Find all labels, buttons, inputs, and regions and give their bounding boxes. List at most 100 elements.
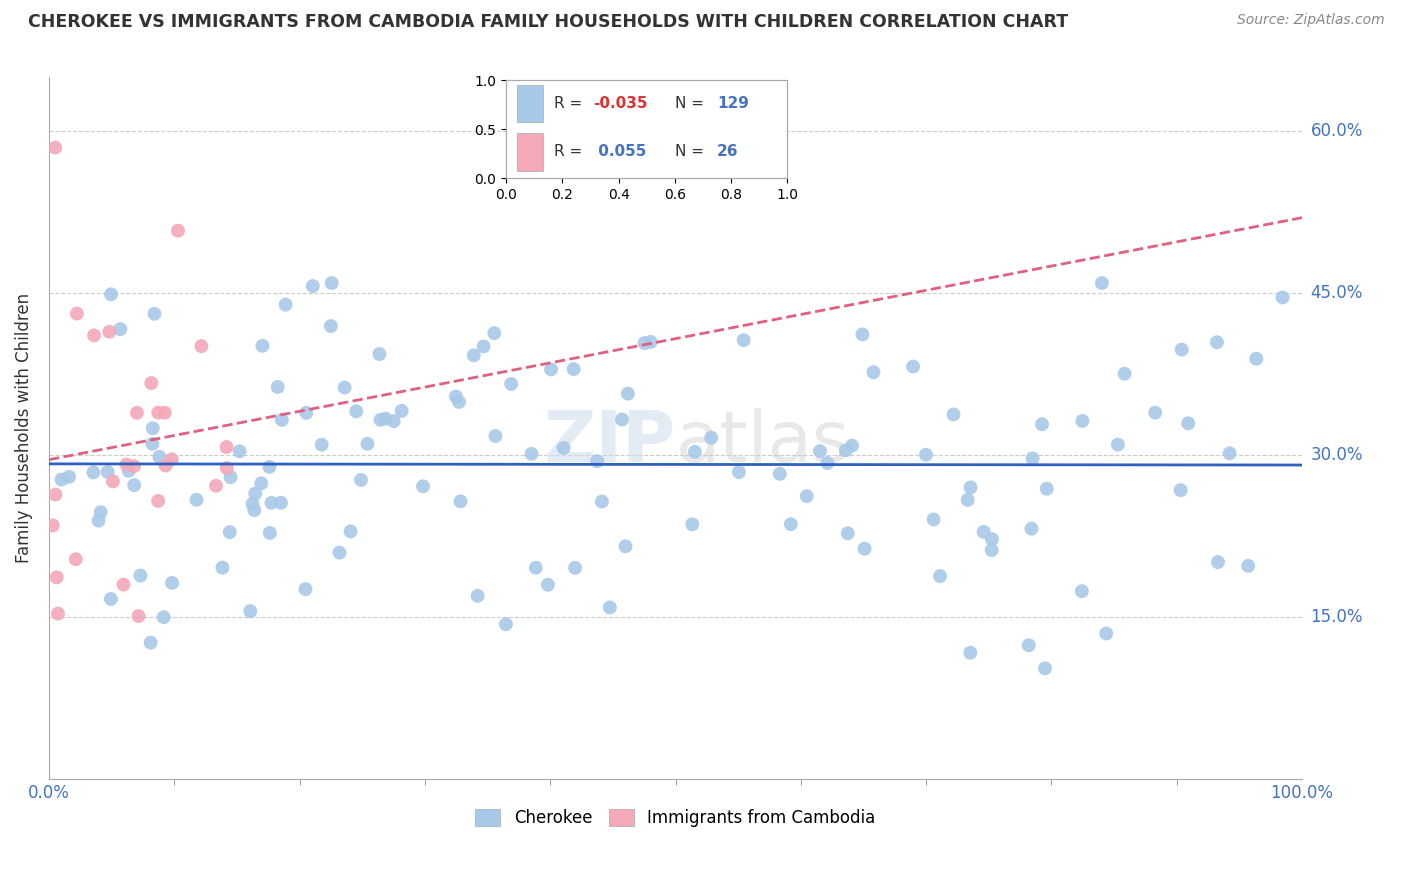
Point [779, 517, 801, 532]
Point [1095, 626, 1118, 640]
Legend: Cherokee, Immigrants from Cambodia: Cherokee, Immigrants from Cambodia [468, 802, 882, 834]
Point [817, 456, 839, 470]
Point [467, 589, 489, 603]
Point [328, 546, 350, 560]
Point [837, 526, 859, 541]
Point [412, 479, 434, 493]
Point [98, 325, 121, 339]
Point [270, 413, 292, 427]
Point [65, 552, 87, 566]
Point [139, 635, 162, 649]
Point [1091, 276, 1114, 290]
Point [835, 443, 858, 458]
Point [100, 287, 122, 301]
Point [591, 494, 613, 508]
Text: 30.0%: 30.0% [1310, 446, 1362, 464]
Point [1033, 661, 1056, 675]
Text: 129: 129 [717, 96, 749, 112]
Point [294, 582, 316, 596]
Point [356, 437, 378, 451]
Point [495, 617, 517, 632]
Point [245, 486, 267, 500]
Point [58, 470, 80, 484]
Point [449, 395, 471, 409]
Point [270, 496, 292, 510]
Point [769, 467, 792, 481]
Point [1107, 437, 1129, 451]
Point [681, 517, 703, 532]
Point [153, 406, 176, 420]
Point [160, 575, 183, 590]
Point [152, 610, 174, 624]
Point [599, 600, 621, 615]
Point [167, 224, 190, 238]
Point [728, 465, 751, 479]
Point [501, 376, 523, 391]
Point [610, 412, 633, 426]
Point [259, 525, 281, 540]
Point [333, 380, 356, 394]
Text: -0.035: -0.035 [593, 96, 648, 112]
Point [250, 476, 273, 491]
Point [127, 609, 149, 624]
Point [1031, 417, 1053, 432]
Point [100, 592, 122, 607]
Point [1206, 555, 1229, 569]
Point [520, 447, 543, 461]
Point [122, 459, 145, 474]
Point [44, 140, 66, 154]
Point [83, 328, 105, 343]
Point [141, 376, 163, 390]
Point [633, 336, 655, 351]
Point [141, 437, 163, 451]
Text: R =: R = [554, 96, 588, 112]
Point [215, 440, 238, 454]
Point [82, 466, 104, 480]
Point [190, 339, 212, 353]
Point [922, 512, 945, 526]
Point [1035, 482, 1057, 496]
Point [617, 386, 640, 401]
Point [463, 348, 485, 362]
Point [586, 454, 609, 468]
Point [484, 429, 506, 443]
Point [186, 492, 208, 507]
Point [450, 494, 472, 508]
Y-axis label: Family Households with Children: Family Households with Children [15, 293, 32, 563]
Point [1237, 558, 1260, 573]
Point [562, 362, 585, 376]
Point [1021, 522, 1043, 536]
Bar [517, 85, 543, 122]
Point [564, 560, 586, 574]
Point [215, 461, 238, 475]
Point [243, 503, 266, 517]
Point [259, 459, 281, 474]
Point [148, 450, 170, 464]
Point [981, 532, 1004, 546]
Point [368, 347, 391, 361]
Text: atlas: atlas [675, 408, 849, 476]
Point [444, 390, 467, 404]
Point [537, 578, 560, 592]
Point [160, 452, 183, 467]
Text: CHEROKEE VS IMMIGRANTS FROM CAMBODIA FAMILY HOUSEHOLDS WITH CHILDREN CORRELATION: CHEROKEE VS IMMIGRANTS FROM CAMBODIA FAM… [28, 13, 1069, 31]
Point [959, 646, 981, 660]
Point [959, 480, 981, 494]
Point [808, 444, 831, 458]
Point [129, 568, 152, 582]
Point [125, 406, 148, 420]
Point [260, 496, 283, 510]
Point [640, 334, 662, 349]
Point [901, 359, 924, 374]
Text: Source: ZipAtlas.com: Source: ZipAtlas.com [1237, 13, 1385, 28]
Point [1070, 584, 1092, 599]
Point [472, 339, 495, 353]
Point [382, 414, 405, 428]
Point [295, 406, 318, 420]
Point [851, 327, 873, 342]
Point [1144, 406, 1167, 420]
Point [942, 408, 965, 422]
Point [683, 445, 706, 459]
Point [1021, 451, 1043, 466]
Point [350, 473, 373, 487]
